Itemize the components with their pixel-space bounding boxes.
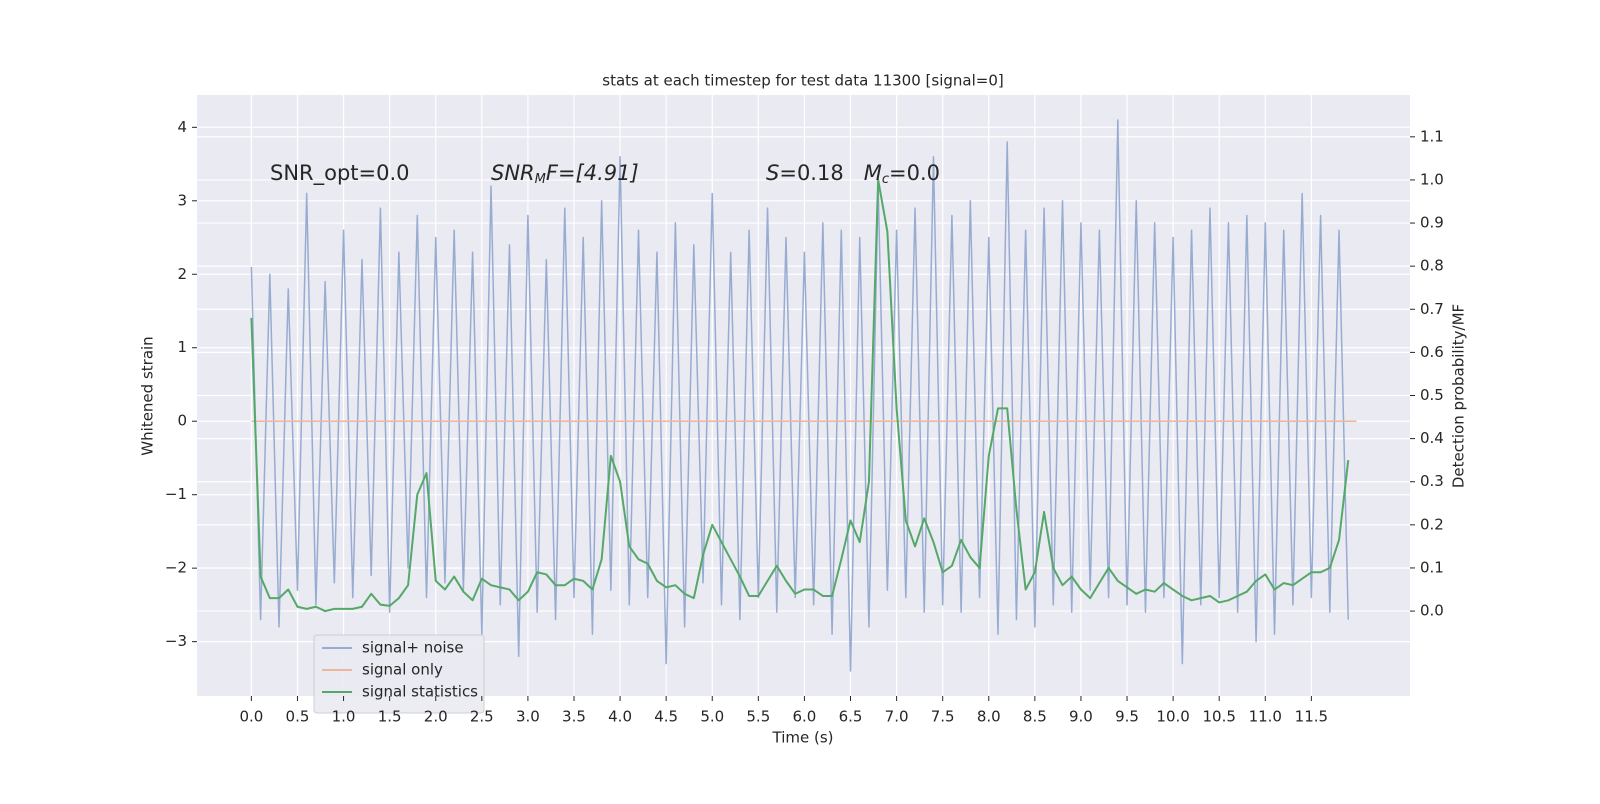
y2-tick-label: 0.2 [1420, 515, 1444, 533]
y2-tick-label: 1.0 [1420, 170, 1444, 188]
x-axis-label: Time (s) [772, 729, 834, 747]
y-tick-label: −2 [165, 559, 187, 577]
x-tick-label: 4.5 [654, 708, 678, 726]
y-axis-label: Whitened strain [139, 336, 157, 455]
y2-tick-label: 0.3 [1420, 472, 1444, 490]
x-tick-label: 0.0 [239, 708, 263, 726]
annotation: S=0.18 Mc=0.0 [766, 161, 940, 187]
legend: signal+ noise signal only signal statistic… [313, 634, 485, 714]
y2-tick-label: 0.6 [1420, 343, 1444, 361]
y2-tick-label: 0.9 [1420, 214, 1444, 232]
annotation: SNR_opt=0.0 [270, 161, 410, 186]
x-tick-label: 5.5 [746, 708, 770, 726]
legend-label: signal only [362, 661, 443, 679]
y2-tick-label: 0.8 [1420, 257, 1444, 275]
y-tick-label: 1 [177, 338, 187, 356]
annotation-part: =0.18 [779, 161, 863, 185]
x-tick-label: 10.0 [1156, 708, 1189, 726]
x-tick-label: 9.5 [1115, 708, 1139, 726]
y-tick-label: −1 [165, 485, 187, 503]
x-tick-label: 11.5 [1295, 708, 1328, 726]
y2-tick-label: 1.1 [1420, 127, 1444, 145]
x-tick-label: 2.0 [424, 708, 448, 726]
x-tick-label: 3.5 [562, 708, 586, 726]
x-tick-label: 7.5 [931, 708, 955, 726]
x-tick-label: 9.0 [1069, 708, 1093, 726]
y2-tick-label: 0.4 [1420, 429, 1444, 447]
x-tick-label: 0.5 [286, 708, 310, 726]
y2-tick-label: 0.5 [1420, 386, 1444, 404]
y-tick-label: 3 [177, 191, 187, 209]
annotation-part: c [882, 172, 889, 187]
x-tick-label: 4.0 [608, 708, 632, 726]
annotation-part: F=[4.91] [546, 161, 639, 185]
annotation-part: M [864, 161, 882, 185]
x-tick-label: 1.0 [332, 708, 356, 726]
legend-label: signal+ noise [362, 639, 464, 657]
marks [250, 119, 1357, 672]
legend-box [313, 634, 485, 714]
x-tick-label: 6.5 [839, 708, 863, 726]
x-tick-label: 11.0 [1249, 708, 1282, 726]
y2-tick-label: 0.1 [1420, 558, 1444, 576]
y-tick-label: 2 [177, 265, 187, 283]
x-tick-label: 5.0 [700, 708, 724, 726]
y-tick-label: −3 [165, 632, 187, 650]
y2-tick-label: 0.0 [1420, 602, 1444, 620]
legend-label: signal statistics [362, 683, 478, 701]
series-line [250, 178, 1350, 613]
annotation-part: SNR [491, 161, 535, 185]
y2-tick-label: 0.7 [1420, 300, 1444, 318]
x-tick-label: 2.5 [470, 708, 494, 726]
x-tick-label: 1.5 [378, 708, 402, 726]
x-tick-label: 7.0 [885, 708, 909, 726]
x-tick-label: 6.0 [792, 708, 816, 726]
x-tick-label: 8.5 [1023, 708, 1047, 726]
chart-title: stats at each timestep for test data 113… [602, 72, 1003, 90]
annotation: SNRMF=[4.91] [491, 161, 639, 187]
annotation-part: M [535, 172, 546, 187]
y-tick-label: 0 [177, 412, 187, 430]
y-tick-label: 4 [177, 118, 187, 136]
series-line [250, 119, 1349, 672]
y2-axis-label: Detection probability/MF [1450, 304, 1468, 488]
annotation-part: S [766, 161, 779, 185]
x-tick-label: 3.0 [516, 708, 540, 726]
x-tick-label: 10.5 [1202, 708, 1235, 726]
annotation-part: =0.0 [889, 161, 940, 185]
x-tick-label: 8.0 [977, 708, 1001, 726]
